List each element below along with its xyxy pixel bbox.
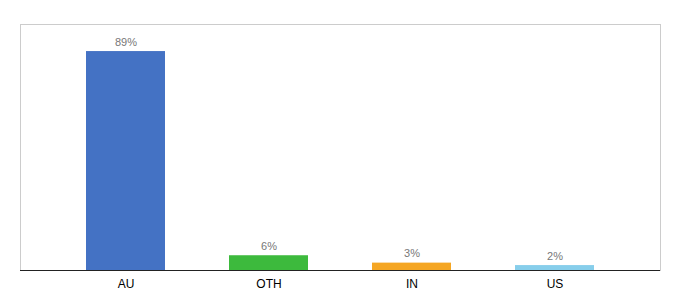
svg-text:US: US [547,277,564,291]
svg-text:2%: 2% [547,250,563,262]
svg-text:6%: 6% [261,240,277,252]
svg-text:IN: IN [406,277,418,291]
svg-text:3%: 3% [404,247,420,259]
svg-text:AU: AU [118,277,135,291]
svg-text:OTH: OTH [256,277,281,291]
svg-text:89%: 89% [115,36,137,48]
